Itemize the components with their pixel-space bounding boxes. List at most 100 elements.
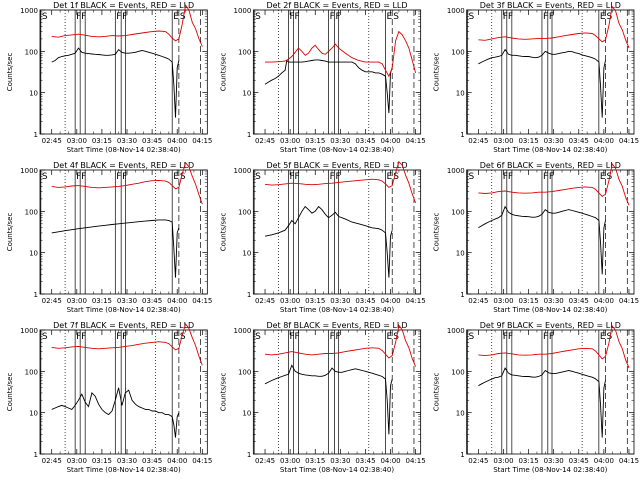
y-tick-label: 10 [456,250,465,258]
x-tick-label: 02:45 [468,457,488,465]
y-tick-label: 1 [247,291,251,299]
y-tick-label: 100 [25,208,38,216]
x-tick-label: 03:00 [493,137,513,145]
x-tick-label: 02:45 [255,297,275,305]
marker-label: F [503,12,508,22]
y-tick-label: 10 [242,250,251,258]
y-tick-label: 10 [242,90,251,98]
y-tick-label: 1000 [234,167,252,175]
marker-label: F [335,332,340,342]
y-tick-label: 100 [25,48,38,56]
marker-label: F [81,172,86,182]
x-tick-label: 02:45 [42,137,62,145]
events-series-line [51,387,180,438]
chart-title: Det 7f BLACK = Events, RED = LLD [53,321,194,330]
y-tick-label: 1 [460,291,464,299]
x-tick-label: 03:45 [569,457,589,465]
marker-label: E [173,172,179,182]
plot-frame [466,9,635,135]
y-axis-label: Counts/sec [219,53,227,92]
x-tick-label: 03:15 [518,297,538,305]
x-tick-label: 02:45 [468,297,488,305]
x-tick-label: 04:15 [192,297,212,305]
marker-label: F [81,332,86,342]
x-tick-label: 03:00 [493,457,513,465]
x-tick-label: 03:45 [142,297,162,305]
marker-label: F [81,12,86,22]
events-series-line [264,364,393,435]
y-tick-label: 1000 [234,7,252,15]
marker-label: S [393,172,399,182]
plot-frame [39,329,208,455]
marker-label: F [76,12,81,22]
chart-panel-1: Det 1f BLACK = Events, RED = LLD 1 10 100 10… [6,1,212,154]
plot-frame [252,9,422,135]
marker-label: S [468,172,474,182]
marker-label: F [294,172,299,182]
marker-label: F [294,332,299,342]
x-tick-label: 03:45 [355,297,375,305]
events-series-line [51,47,180,118]
marker-label: E [387,172,393,182]
x-tick-label: 02:45 [42,457,62,465]
y-tick-label: 1 [247,131,251,139]
y-axis-label: Counts/sec [219,373,227,412]
events-series-line [51,219,180,278]
marker-label: F [549,332,554,342]
marker-label: F [122,332,127,342]
x-tick-label: 04:15 [406,297,426,305]
plot-frame [466,169,635,295]
chart-panel-7: Det 7f BLACK = Events, RED = LLD 1 10 100 10… [6,321,212,474]
x-axis-label: Start Time (08-Nov-14 02:38:40) [67,306,181,314]
lld-series-line [264,324,417,367]
marker-label: E [173,332,179,342]
x-tick-label: 03:45 [569,137,589,145]
x-axis-label: Start Time (08-Nov-14 02:38:40) [280,306,394,314]
lld-series-line [51,4,203,47]
x-tick-label: 02:45 [255,457,275,465]
x-tick-label: 03:45 [355,137,375,145]
marker-label: E [387,12,393,22]
y-tick-label: 1 [34,131,38,139]
x-tick-label: 03:30 [330,457,350,465]
marker-label: S [42,332,48,342]
x-axis-label: Start Time (08-Nov-14 02:38:40) [280,146,394,154]
plot-frame [252,329,422,455]
x-tick-label: 03:45 [142,137,162,145]
marker-label: S [255,12,261,22]
x-tick-label: 03:30 [544,297,564,305]
lld-series-line [264,160,417,204]
marker-label: S [255,172,261,182]
marker-label: F [76,172,81,182]
marker-label: S [180,172,186,182]
marker-label: F [116,172,121,182]
marker-label: F [549,172,554,182]
y-tick-label: 100 [451,48,464,56]
chart-title: Det 6f BLACK = Events, RED = LLD [480,161,621,170]
y-tick-label: 100 [451,368,464,376]
marker-label: F [335,12,340,22]
x-tick-label: 02:45 [468,137,488,145]
x-tick-label: 03:15 [92,297,112,305]
x-axis-label: Start Time (08-Nov-14 02:38:40) [67,146,181,154]
x-tick-label: 03:45 [569,297,589,305]
x-tick-label: 03:00 [67,457,87,465]
y-tick-label: 1 [460,131,464,139]
y-axis-label: Counts/sec [433,53,441,92]
x-tick-label: 04:00 [380,457,400,465]
marker-label: S [255,332,261,342]
x-axis-label: Start Time (08-Nov-14 02:38:40) [493,466,607,474]
x-tick-label: 02:45 [42,297,62,305]
chart-panel-4: Det 4f BLACK = Events, RED = LLD 1 10 100 10… [6,161,212,314]
y-tick-label: 10 [456,90,465,98]
y-tick-label: 10 [456,410,465,418]
lld-series-line [265,30,417,78]
marker-label: F [294,12,299,22]
x-tick-label: 03:15 [518,137,538,145]
y-tick-label: 100 [238,208,251,216]
y-axis-label: Counts/sec [6,53,14,92]
y-tick-label: 1 [34,451,38,459]
y-tick-label: 10 [29,90,38,98]
chart-panel-8: Det 8f BLACK = Events, RED = LLD 1 10 100 10… [219,321,425,474]
x-tick-label: 04:00 [594,137,614,145]
